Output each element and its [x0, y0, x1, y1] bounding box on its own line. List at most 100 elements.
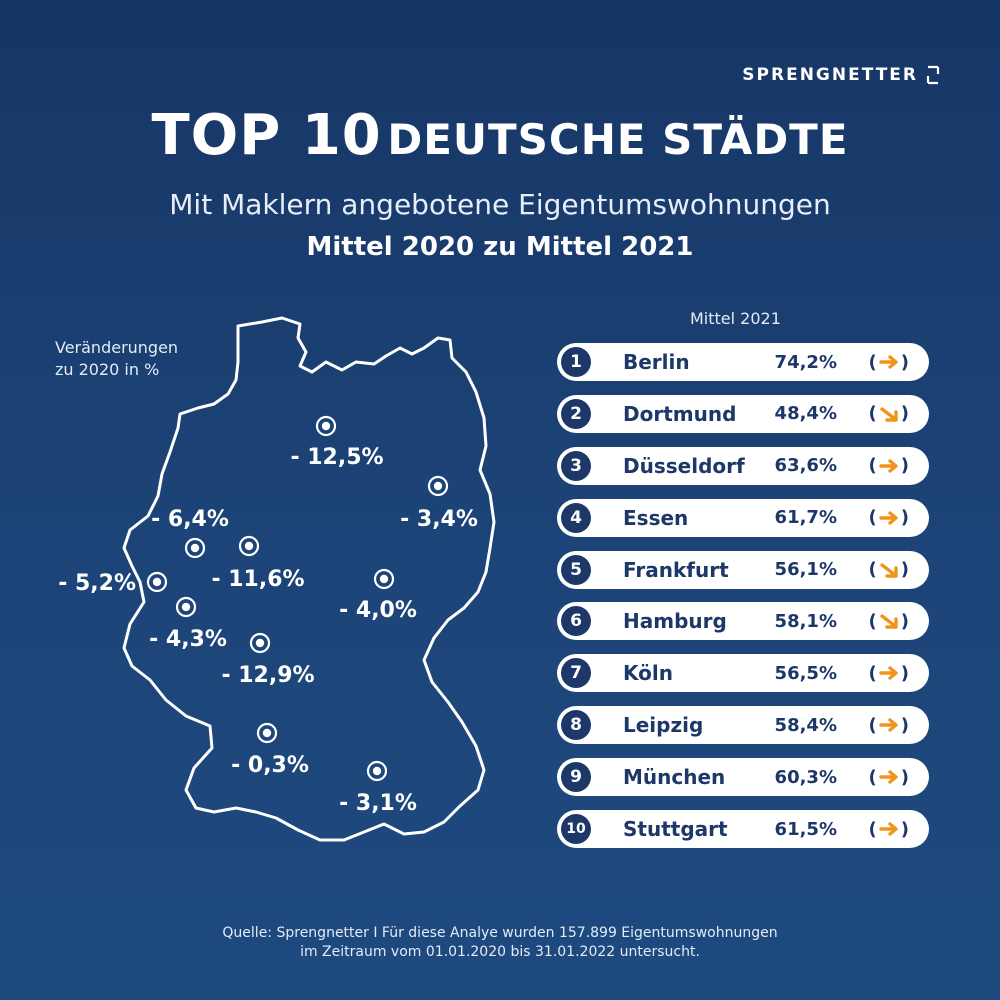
rank-number: 1: [561, 347, 591, 377]
title-part-2: DEUTSCHE STÄDTE: [387, 115, 849, 164]
arrow-right-icon: (): [868, 662, 909, 684]
arrow-right-icon: (): [868, 507, 909, 529]
marker-label: - 3,4%: [400, 507, 478, 532]
ranking-row: 7 Köln 56,5% (): [557, 654, 929, 693]
rank-number: 2: [561, 398, 591, 429]
map-legend: Veränderungen zu 2020 in %: [55, 337, 178, 381]
marker-ring: [256, 722, 278, 744]
subtitle: Mit Maklern angebotene Eigentumswohnunge…: [169, 188, 831, 221]
ranking-row: 5 Frankfurt 56,1% (): [557, 550, 929, 589]
arrow-down-right-icon: (): [868, 559, 909, 581]
marker-ring: [175, 596, 197, 618]
marker-label: - 3,1%: [339, 791, 417, 816]
rank-number: 10: [561, 814, 591, 845]
city-name: Leipzig: [623, 713, 704, 738]
city-name: Berlin: [623, 350, 690, 374]
city-name: Köln: [623, 661, 673, 686]
marker-dot: [321, 421, 331, 431]
ranking-row: 8 Leipzig 58,4% (): [557, 706, 929, 745]
page-title: TOP 10 DEUTSCHE STÄDTE: [0, 108, 1000, 164]
brand-logo: SPRENGNETTER: [742, 64, 942, 86]
marker-dot: [255, 638, 265, 648]
arrow-down-right-icon: (): [868, 610, 909, 632]
marker-label: - 6,4%: [151, 507, 229, 532]
arrow-down-right-icon: (): [868, 403, 909, 425]
arrow-right-icon: (): [868, 714, 909, 736]
map-marker-3: - 6,4%: [151, 507, 229, 559]
source-line-1: Quelle: Sprengnetter I Für diese Analye …: [222, 925, 778, 941]
map-marker-5: - 5,2%: [58, 571, 168, 596]
source-line-2: im Zeitraum vom 01.01.2020 bis 31.01.202…: [300, 944, 700, 960]
title-part-1: TOP 10: [151, 103, 382, 168]
share-value: 63,6%: [774, 455, 837, 477]
ranking-row: 4 Essen 61,7% (): [557, 498, 929, 537]
marker-ring: [427, 475, 449, 497]
marker-dot: [244, 541, 254, 551]
map-marker-6: - 4,0%: [339, 568, 417, 623]
marker-dot: [190, 543, 200, 553]
marker-label: - 12,9%: [221, 663, 314, 688]
germany-outline: [122, 316, 496, 842]
brand-name: SPRENGNETTER: [742, 65, 918, 85]
marker-label: - 12,5%: [290, 445, 383, 470]
city-name: München: [623, 765, 726, 790]
ranking-table: 1 Berlin 74,2% () 2 Dortmund 48,4% () 3 Düsseldor…: [557, 343, 929, 862]
marker-ring: [238, 535, 260, 557]
share-value: 58,1%: [774, 610, 837, 632]
ranking-row: 2 Dortmund 48,4% (): [557, 394, 929, 433]
map-marker-7: - 4,3%: [149, 596, 227, 652]
share-value: 56,1%: [774, 559, 837, 581]
marker-dot: [372, 766, 382, 776]
city-name: Hamburg: [623, 609, 727, 634]
ranking-row: 1 Berlin 74,2% (): [557, 343, 929, 381]
ranking-row: 9 München 60,3% (): [557, 758, 929, 797]
ranking-row: 10 Stuttgart 61,5% (): [557, 810, 929, 849]
rank-number: 8: [561, 710, 591, 741]
marker-ring: [249, 632, 271, 654]
city-name: Essen: [623, 505, 689, 530]
marker-ring: [146, 571, 168, 593]
marker-label: - 5,2%: [58, 571, 136, 596]
rank-number: 4: [561, 502, 591, 533]
city-name: Stuttgart: [623, 817, 728, 842]
share-value: 61,5%: [774, 818, 837, 840]
share-value: 58,4%: [774, 714, 837, 736]
marker-label: - 0,3%: [231, 753, 309, 778]
share-value: 60,3%: [774, 766, 837, 788]
marker-dot: [379, 574, 389, 584]
marker-label: - 11,6%: [211, 567, 304, 592]
map-marker-2: - 3,4%: [400, 475, 478, 532]
arrow-right-icon: (): [868, 455, 909, 477]
rank-number: 9: [561, 762, 591, 793]
rank-number: 5: [561, 554, 591, 585]
city-name: Düsseldorf: [623, 453, 745, 478]
share-value: 56,5%: [774, 662, 837, 684]
rank-number: 3: [561, 450, 591, 481]
ranking-row: 6 Hamburg 58,1% (): [557, 602, 929, 641]
brand-mark-icon: [926, 65, 940, 85]
city-name: Dortmund: [623, 401, 737, 426]
share-value: 61,7%: [774, 507, 837, 529]
marker-ring: [315, 415, 337, 437]
ranking-header: Mittel 2021: [690, 309, 781, 328]
marker-ring: [373, 568, 395, 590]
map-legend-line-1: Veränderungen: [55, 338, 179, 357]
map-legend-line-2: zu 2020 in %: [55, 360, 160, 379]
period-label: Mittel 2020 zu Mittel 2021: [306, 232, 694, 262]
marker-dot: [181, 602, 191, 612]
rank-number: 6: [561, 606, 591, 637]
map-marker-9: - 0,3%: [231, 722, 309, 778]
ranking-row: 3 Düsseldorf 63,6% (): [557, 446, 929, 485]
marker-dot: [152, 577, 162, 587]
map-marker-10: - 3,1%: [339, 760, 417, 816]
share-value: 48,4%: [774, 403, 837, 425]
marker-dot: [262, 728, 272, 738]
map-marker-1: - 12,5%: [290, 415, 384, 470]
arrow-right-icon: (): [868, 818, 909, 840]
city-name: Frankfurt: [623, 557, 729, 582]
arrow-right-icon: (): [868, 766, 909, 788]
source-note: Quelle: Sprengnetter I Für diese Analye …: [0, 924, 1000, 962]
marker-dot: [433, 481, 443, 491]
map-markers: - 12,5% - 3,4% - 6,4% - 11,6% - 5,2% - 4,0% - …: [58, 415, 478, 816]
